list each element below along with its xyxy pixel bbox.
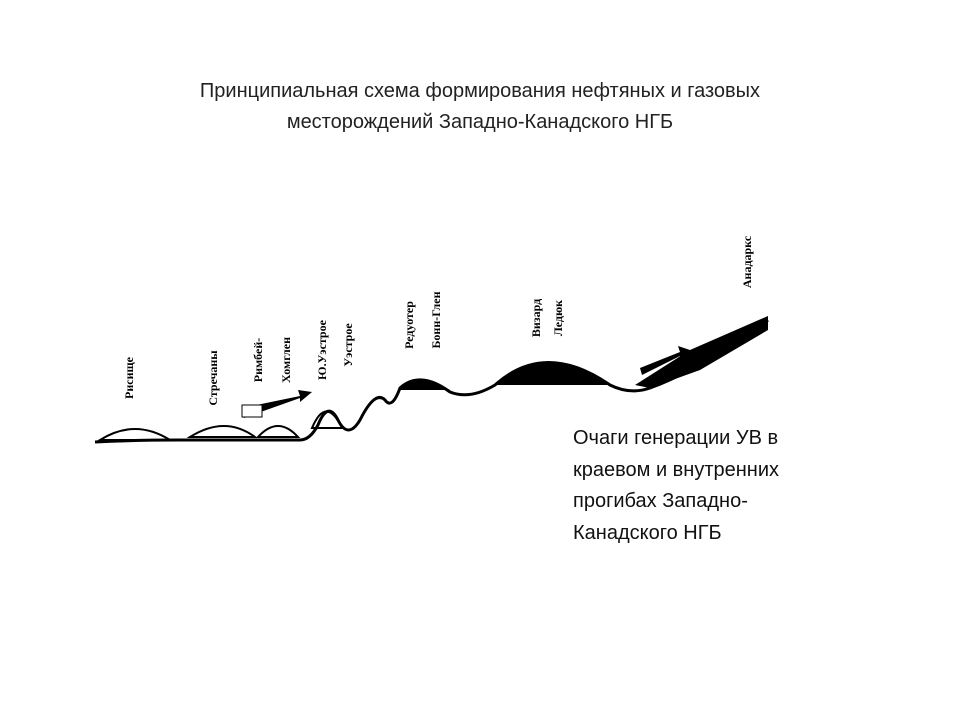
trap bbox=[255, 425, 301, 438]
caption-line: Очаги генерации УВ в bbox=[573, 427, 779, 449]
profile-line bbox=[94, 318, 769, 444]
title-line: Принципиальная схема формирования нефтян… bbox=[199, 80, 761, 102]
slope-deposit bbox=[635, 316, 768, 388]
field-label: Рисище bbox=[122, 356, 136, 399]
trap bbox=[186, 425, 259, 438]
field-label: Ледюк bbox=[551, 300, 565, 336]
field-label: Стречаны bbox=[206, 350, 220, 406]
caption-line: краевом и внутренних bbox=[573, 459, 780, 481]
field-label: Римбей- bbox=[251, 338, 265, 383]
field-label: Ю.Уэстрое bbox=[315, 319, 329, 380]
title-line: месторождений Западно-Канадского НГБ bbox=[286, 111, 674, 133]
field-label: Визард bbox=[529, 299, 543, 337]
field-label: Хомглен bbox=[279, 337, 293, 383]
trap bbox=[398, 381, 450, 390]
field-label: Уэстрое bbox=[341, 323, 355, 367]
caption-line: Канадского НГБ bbox=[573, 522, 722, 544]
caption-line: прогибах Западно- bbox=[573, 490, 748, 512]
field-label: Анадаркс bbox=[740, 235, 754, 288]
arrow bbox=[640, 346, 690, 375]
arrow-tail bbox=[241, 404, 263, 418]
field-label: Бонн-Глен bbox=[429, 291, 443, 348]
field-label: Редуотер bbox=[402, 301, 416, 349]
trap bbox=[96, 428, 174, 441]
